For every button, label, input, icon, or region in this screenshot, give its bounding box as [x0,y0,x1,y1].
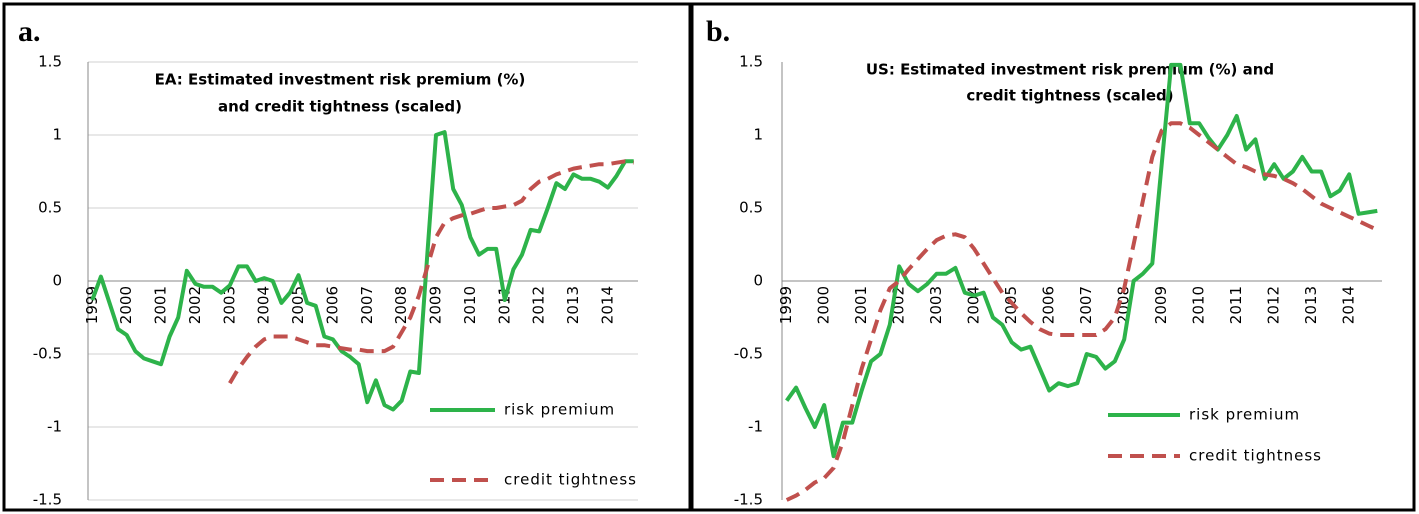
y-tick-label: 1 [52,126,62,144]
x-tick-label: 2001 [152,286,170,324]
data-line [90,130,634,412]
x-tick-label: 2013 [564,286,582,324]
y-tick-label: -1 [47,418,62,436]
panel-label: a. [18,15,41,48]
y-tick-label: 1.5 [739,53,763,71]
x-tick-label: 2011 [1227,286,1245,324]
data-line [228,159,635,385]
x-tick-label: 2000 [815,286,833,324]
x-tick-label: 2006 [323,286,341,324]
x-tick-label: 2001 [852,286,870,324]
legend-label: credit tightness [504,471,637,489]
legend-label: risk premium [1189,406,1300,424]
x-tick-label: 2013 [1302,286,1320,324]
y-tick-label: -1.5 [734,491,763,509]
y-tick-label: 1.5 [38,53,62,71]
x-tick-label: 2010 [461,286,479,324]
chart-title: and credit tightness (scaled) [218,98,462,116]
legend-label: credit tightness [1189,447,1322,465]
y-tick-label: 0.5 [739,199,763,217]
y-tick-label: 0 [52,272,62,290]
x-tick-label: 2000 [117,286,135,324]
x-tick-label: 2014 [598,286,616,324]
legend-label: risk premium [504,401,615,419]
x-tick-label: 2003 [220,286,238,324]
x-tick-label: 2011 [495,286,513,324]
x-tick-label: 1999 [777,286,795,324]
y-tick-label: -1 [748,418,763,436]
x-tick-label: 2008 [392,286,410,324]
x-tick-label: 2010 [1190,286,1208,324]
y-tick-label: 1 [753,126,763,144]
x-tick-label: 2003 [927,286,945,324]
x-tick-label: 2005 [289,286,307,324]
data-line [785,62,1378,459]
chart-title: EA: Estimated investment risk premium (%… [155,71,526,89]
panel-border [2,2,692,512]
chart-title: US: Estimated investment risk premium (%… [866,61,1274,79]
x-tick-label: 1999 [83,286,101,324]
x-tick-label: 2007 [358,286,376,324]
x-tick-label: 2009 [1152,286,1170,324]
x-tick-label: 2002 [186,286,204,324]
x-tick-label: 2014 [1340,286,1358,324]
x-tick-label: 2007 [1077,286,1095,324]
y-tick-label: -0.5 [33,345,62,363]
x-tick-label: 2012 [1265,286,1283,324]
x-tick-label: 2012 [530,286,548,324]
y-tick-label: -0.5 [734,345,763,363]
panel-border [690,2,1416,512]
y-tick-label: -1.5 [33,491,62,509]
x-tick-label: 2009 [427,286,445,324]
chart-title: credit tightness (scaled) [966,87,1173,105]
y-tick-label: 0 [753,272,763,290]
x-tick-label: 2006 [1040,286,1058,324]
panel-label: b. [706,15,730,48]
x-tick-label: 2004 [255,286,273,324]
y-tick-label: 0.5 [38,199,62,217]
